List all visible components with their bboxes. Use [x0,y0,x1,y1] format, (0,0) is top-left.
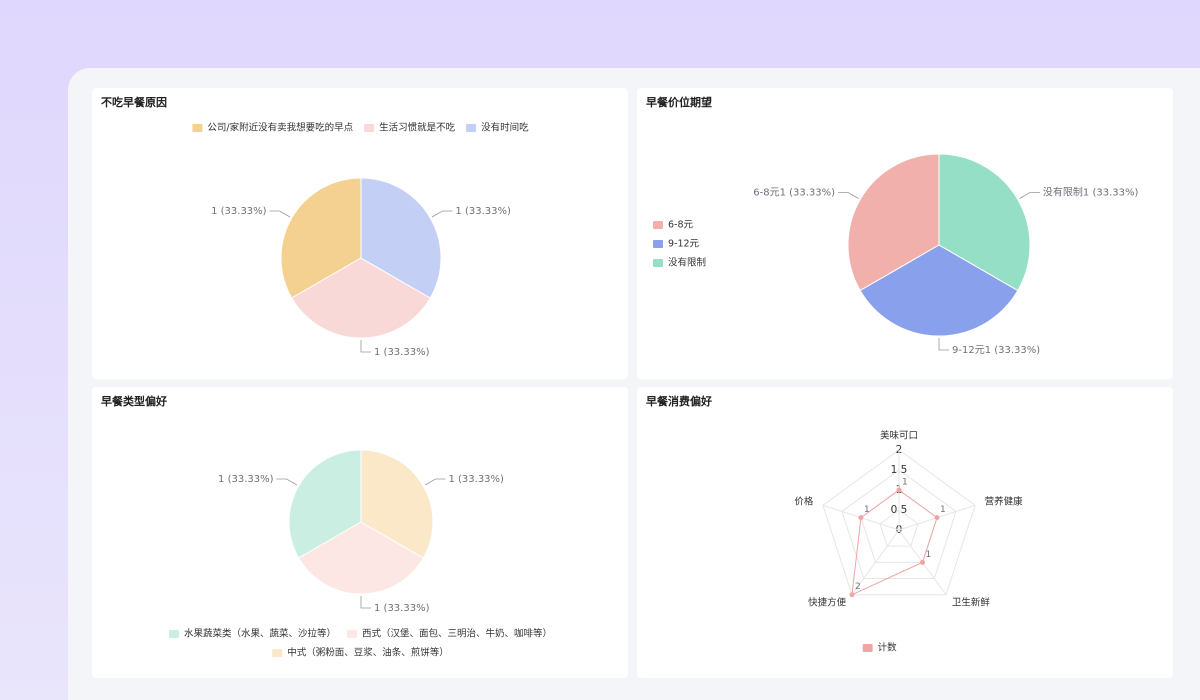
legend-swatch [653,240,663,248]
label-line [431,210,453,218]
label-value: 1 (33.33%) [374,347,430,358]
data-label: 9-12元1 (33.33%) [952,345,1040,356]
legend-label: 西式（汉堡、面包、三明治、牛奶、咖啡等） [362,628,552,640]
label-line [360,340,371,353]
legend-swatch [653,221,663,229]
legend-swatch [466,124,477,132]
label-value: 1 (33.33%) [985,345,1041,356]
radar-axis [851,529,900,596]
legend-swatch [272,649,283,657]
radar-point [896,487,902,493]
card [637,387,1173,678]
legend-label: 9-12元 [668,239,700,250]
legend-label: 计数 [878,642,898,654]
label-value: 1 (33.33%) [374,603,430,614]
pie-slice [291,257,431,339]
legend-item: 公司/家附近没有卖我想要吃的早点 [192,122,354,134]
legend: 公司/家附近没有卖我想要吃的早点 生活习惯就是不吃 没有时间吃 [192,122,529,134]
indicator-label: 快捷方便 [808,596,847,608]
legend-item: 没有限制 [653,257,706,269]
label-category: 没有限制 [1043,186,1083,199]
legend-swatch [862,644,873,652]
indicator-label: 价格 [794,496,814,508]
legend-swatch [347,630,357,638]
legend-swatch [192,124,203,132]
label-line [269,210,291,218]
legend-item: 没有时间吃 [466,122,529,134]
data-label: 1 (33.33%) [374,603,430,614]
legend-item: 西式（汉堡、面包、三明治、牛奶、咖啡等） [347,628,552,640]
data-label: 1 (33.33%) [211,206,267,217]
legend-item: 9-12元 [653,239,700,250]
label-value: 1 (33.33%) [448,474,504,485]
indicator-label: 营养健康 [985,496,1024,508]
legend-swatch [653,259,663,267]
radar-grid [841,469,957,580]
pie-slice [859,244,1019,337]
data-label: 1 (33.33%) [455,206,511,217]
card-title: 早餐价位期望 [646,95,712,109]
label-line [360,596,371,609]
radar-line [851,489,938,596]
legend-label: 没有限制 [668,257,706,269]
label-value: 1 (33.33%) [455,206,511,217]
legend-swatch [364,124,375,132]
legend-item: 计数 [862,642,898,654]
data-label: 1 [926,550,932,560]
legend-label: 没有时间吃 [481,122,529,134]
legend: 计数 [862,642,898,654]
data-label: 6-8元1 (33.33%) [753,188,835,199]
data-label: 1 [902,478,908,488]
label-line [276,478,298,486]
legend-item: 生活习惯就是不吃 [364,122,456,134]
data-label: 1 (33.33%) [374,347,430,358]
radar-point [849,592,855,598]
card-title: 早餐类型偏好 [101,394,167,408]
radar-point [934,515,940,521]
pie-slice [288,449,362,559]
data-label: 没有限制1 (33.33%) [1043,186,1139,199]
label-value: 1 (33.33%) [780,188,836,199]
card-title: 不吃早餐原因 [101,95,167,109]
indicator-label: 卫生新鲜 [952,596,991,608]
data-label: 1 [940,505,946,515]
legend-item: 6-8元 [653,220,694,231]
legend-label: 公司/家附近没有卖我想要吃的早点 [207,122,353,134]
label-value: 1 (33.33%) [211,206,267,217]
pie-slice [360,177,442,299]
data-label: 1 (33.33%) [448,474,504,485]
data-label: 1 (33.33%) [218,474,274,485]
pie-slice [360,449,434,559]
label-category: 9-12元 [952,345,985,356]
pie-slice [280,177,362,299]
indicator-label: 美味可口 [880,430,918,442]
label-category: 6-8元 [753,188,779,199]
legend-swatch [168,630,179,638]
legend-label: 水果蔬菜类（水果、蔬菜、沙拉等） [184,628,336,640]
radar-point [858,515,864,521]
legend-label: 生活习惯就是不吃 [379,122,456,134]
legend: 水果蔬菜类（水果、蔬菜、沙拉等） 西式（汉堡、面包、三明治、牛奶、咖啡等） 中式（粥… [168,628,552,659]
label-value: 1 (33.33%) [1083,188,1139,199]
data-label: 1 [864,505,870,515]
label-line [424,478,446,486]
pie-slice [847,153,940,292]
legend-label: 中式（粥粉面、豆浆、油条、煎饼等） [287,647,449,659]
radar-grid [879,509,919,547]
label-line [938,338,949,351]
radar-point [920,559,926,565]
pie-slice [938,153,1031,292]
radar-grid [822,449,976,596]
label-value: 1 (33.33%) [218,474,274,485]
legend-label: 6-8元 [668,220,694,231]
card-title: 早餐消费偏好 [646,394,712,408]
legend-item: 水果蔬菜类（水果、蔬菜、沙拉等） [168,628,336,640]
legend-item: 中式（粥粉面、豆浆、油条、煎饼等） [272,647,449,659]
label-line [838,192,859,199]
label-line [1019,192,1040,199]
data-label: 2 [855,582,861,592]
